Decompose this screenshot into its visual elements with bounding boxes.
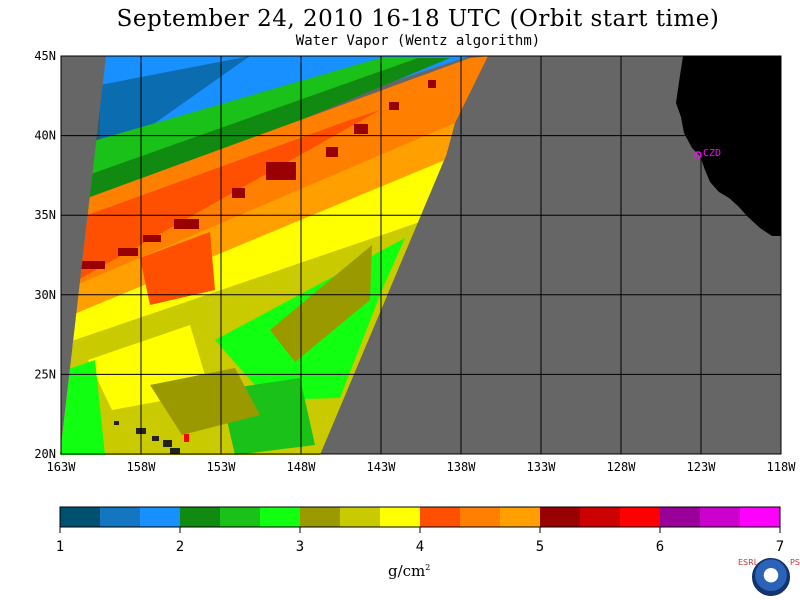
colorbar-cell: [260, 507, 301, 527]
map-panel: [60, 56, 781, 455]
colorbar-tick-label: 4: [416, 539, 424, 555]
colorbar-tick-label: 1: [56, 539, 64, 555]
colorbar-tick-label: 3: [296, 539, 304, 555]
colorbar-cell: [380, 507, 421, 527]
colorbar-cell: [60, 507, 101, 527]
longitude-label: 118W: [767, 460, 797, 474]
logo-left-text: ESRL: [738, 558, 759, 567]
station-label: CZD: [703, 148, 721, 159]
colorbar-cell: [460, 507, 501, 527]
colorbar-cell: [100, 507, 141, 527]
water-vapor-zone-13: [60, 360, 105, 455]
colorbar-cell: [500, 507, 541, 527]
latitude-label: 35N: [34, 208, 56, 222]
colorbar-unit: g/cm2: [388, 562, 431, 580]
longitude-label: 158W: [127, 460, 157, 474]
latitude-label: 25N: [34, 367, 56, 381]
red-spot: [184, 434, 189, 442]
colorbar-cell: [740, 507, 781, 527]
latitude-label: 30N: [34, 288, 56, 302]
noaa-seal-icon: [752, 558, 790, 596]
water-vapor-zone-11: [270, 245, 372, 362]
logo-right-text: PSD: [790, 558, 800, 567]
colorbar-cell: [700, 507, 741, 527]
colorbar: [60, 507, 781, 527]
colorbar-cell: [340, 507, 381, 527]
water-vapor-zone-6: [60, 110, 380, 290]
colorbar-tick-label: 2: [176, 539, 184, 555]
longitude-label: 153W: [207, 460, 237, 474]
colorbar-cell: [180, 507, 221, 527]
colorbar-cell: [420, 507, 461, 527]
longitude-labels: 163W 158W 153W 148W 143W 138W 133W 128W 123W 118W: [47, 460, 797, 474]
latitude-label: 20N: [34, 447, 56, 461]
longitude-label: 138W: [447, 460, 477, 474]
longitude-label: 143W: [367, 460, 397, 474]
latitude-label: 45N: [34, 49, 56, 63]
longitude-label: 133W: [527, 460, 557, 474]
longitude-label: 163W: [47, 460, 77, 474]
map-border: [60, 55, 782, 455]
colorbar-cell: [540, 507, 581, 527]
page-title: September 24, 2010 16-18 UTC (Orbit star…: [116, 6, 720, 32]
moisture-plume-core: [75, 80, 436, 269]
california-land: [676, 56, 781, 236]
colorbar-tick-label: 7: [776, 539, 784, 555]
colorbar-cell: [620, 507, 661, 527]
water-vapor-zone-15: [150, 368, 260, 435]
colorbar-cell: [300, 507, 341, 527]
colorbar-tick-label: 6: [656, 539, 664, 555]
noaa-logo: ESRL PSD: [738, 556, 800, 600]
station-marker: CZD: [694, 148, 721, 159]
grid-lines: [61, 56, 781, 454]
longitude-label: 128W: [607, 460, 637, 474]
colorbar-cell: [220, 507, 261, 527]
colorbar-cell: [660, 507, 701, 527]
water-vapor-zone-16: [140, 232, 215, 305]
colorbar-tick-label: 5: [536, 539, 544, 555]
colorbar-ticks: 1 2 3 4 5 6 7: [56, 527, 784, 555]
longitude-label: 123W: [687, 460, 717, 474]
latitude-label: 40N: [34, 129, 56, 143]
longitude-label: 148W: [287, 460, 317, 474]
colorbar-cell: [580, 507, 621, 527]
colorbar-cell: [140, 507, 181, 527]
latitude-labels: 45N 40N 35N 30N 25N 20N: [34, 49, 56, 461]
page-subtitle: Water Vapor (Wentz algorithm): [295, 33, 541, 49]
